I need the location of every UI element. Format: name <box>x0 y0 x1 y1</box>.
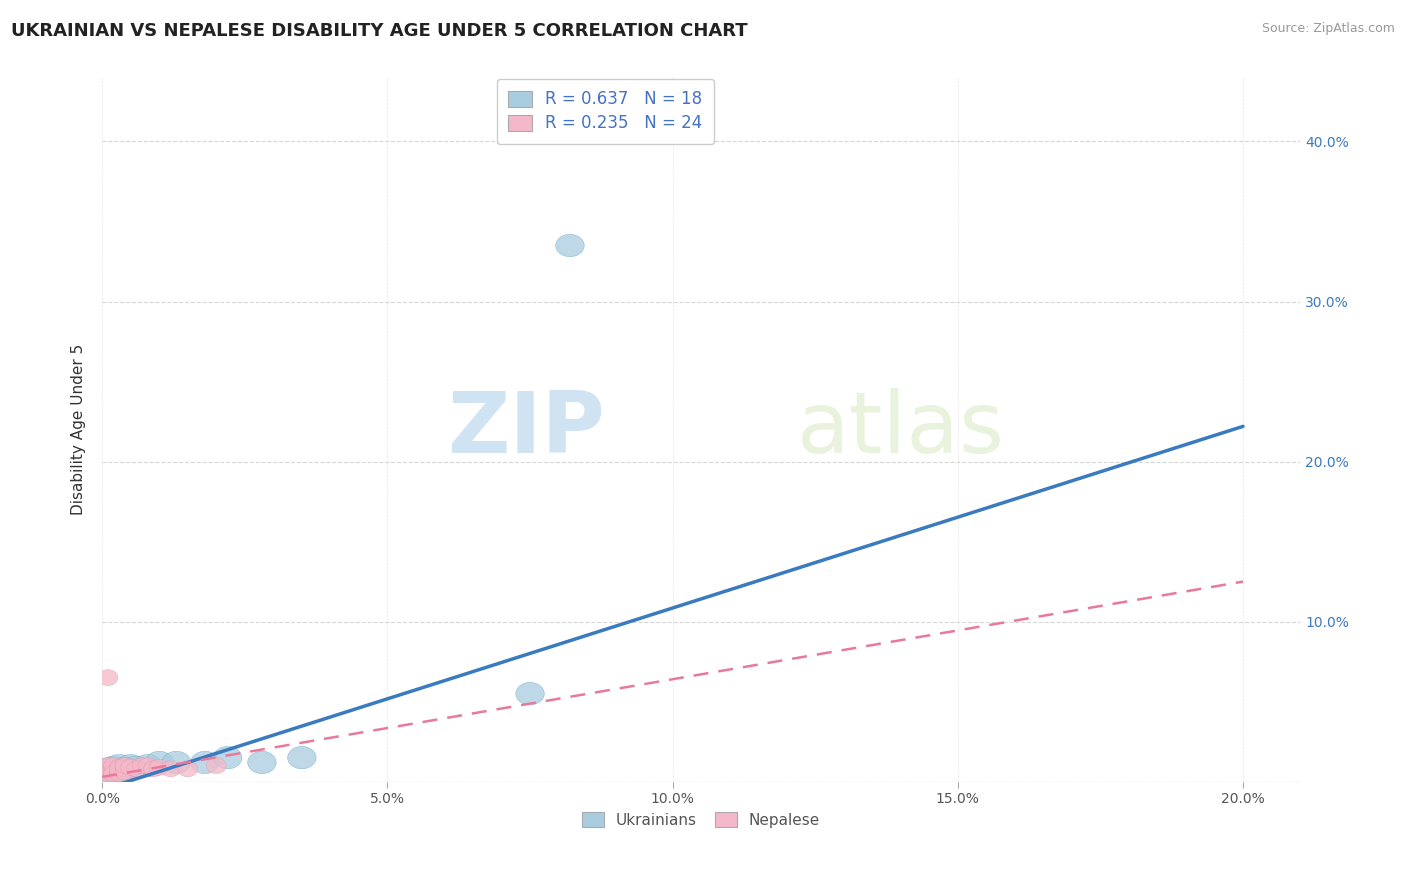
Ellipse shape <box>98 757 118 773</box>
Ellipse shape <box>247 751 276 773</box>
Ellipse shape <box>115 761 135 777</box>
Ellipse shape <box>288 747 316 769</box>
Ellipse shape <box>105 759 134 781</box>
Ellipse shape <box>98 763 118 779</box>
Text: atlas: atlas <box>797 388 1005 471</box>
Y-axis label: Disability Age Under 5: Disability Age Under 5 <box>72 344 86 516</box>
Ellipse shape <box>115 757 135 773</box>
Ellipse shape <box>104 761 124 777</box>
Ellipse shape <box>115 764 135 780</box>
Ellipse shape <box>110 765 129 781</box>
Legend: Ukrainians, Nepalese: Ukrainians, Nepalese <box>576 806 827 834</box>
Ellipse shape <box>516 682 544 705</box>
Ellipse shape <box>105 755 134 777</box>
Ellipse shape <box>122 756 150 779</box>
Ellipse shape <box>94 757 122 780</box>
Ellipse shape <box>138 757 157 773</box>
Ellipse shape <box>145 751 173 773</box>
Ellipse shape <box>94 763 122 785</box>
Ellipse shape <box>132 757 152 773</box>
Ellipse shape <box>191 751 219 773</box>
Text: UKRAINIAN VS NEPALESE DISABILITY AGE UNDER 5 CORRELATION CHART: UKRAINIAN VS NEPALESE DISABILITY AGE UND… <box>11 22 748 40</box>
Ellipse shape <box>111 757 139 780</box>
Ellipse shape <box>117 755 145 777</box>
Ellipse shape <box>214 747 242 769</box>
Text: ZIP: ZIP <box>447 388 606 471</box>
Ellipse shape <box>98 765 118 781</box>
Ellipse shape <box>149 759 169 775</box>
Ellipse shape <box>177 761 198 777</box>
Ellipse shape <box>162 751 191 773</box>
Ellipse shape <box>100 756 128 779</box>
Ellipse shape <box>134 755 162 777</box>
Ellipse shape <box>555 235 585 257</box>
Ellipse shape <box>100 761 128 783</box>
Text: Source: ZipAtlas.com: Source: ZipAtlas.com <box>1261 22 1395 36</box>
Ellipse shape <box>160 761 180 777</box>
Ellipse shape <box>121 759 141 775</box>
Ellipse shape <box>207 757 226 773</box>
Ellipse shape <box>110 761 129 777</box>
Ellipse shape <box>104 764 124 780</box>
Ellipse shape <box>143 761 163 777</box>
Ellipse shape <box>104 765 124 781</box>
Ellipse shape <box>127 761 146 777</box>
Ellipse shape <box>110 759 129 775</box>
Ellipse shape <box>110 763 129 779</box>
Ellipse shape <box>98 670 118 686</box>
Ellipse shape <box>104 757 124 773</box>
